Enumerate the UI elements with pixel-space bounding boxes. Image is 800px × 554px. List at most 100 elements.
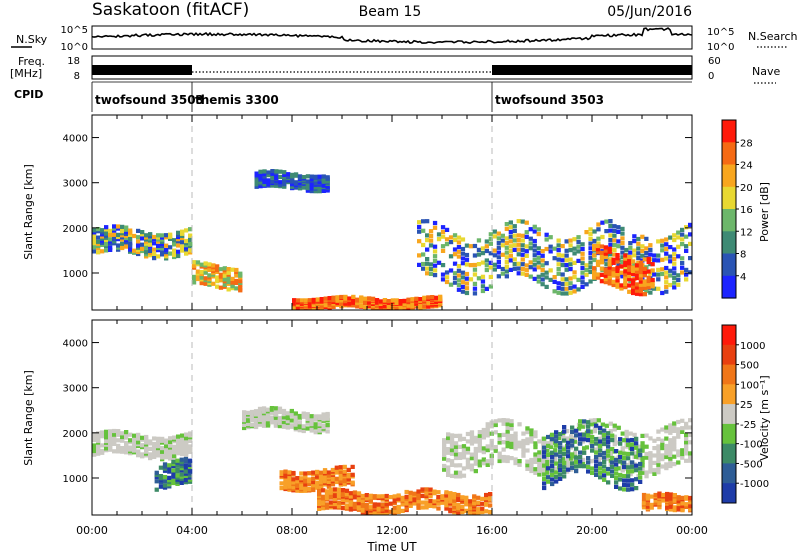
data-cell (653, 492, 658, 498)
data-cell (680, 429, 685, 434)
data-cell (481, 457, 486, 462)
data-cell (676, 449, 681, 454)
data-cell (215, 284, 220, 289)
data-cell (668, 245, 673, 250)
data-cell (100, 236, 105, 241)
data-cell (484, 267, 489, 273)
data-cell (398, 299, 403, 304)
data-cell (564, 267, 569, 272)
data-cell (360, 508, 365, 513)
data-cell (334, 465, 339, 470)
data-cell (554, 461, 559, 466)
data-cell (465, 450, 471, 455)
data-cell (497, 433, 502, 438)
data-cell (319, 299, 324, 304)
data-cell (321, 188, 326, 193)
data-cell (489, 424, 494, 429)
nsky-tick-bottom: 10^0 (61, 42, 88, 53)
data-cell (317, 414, 322, 419)
data-cell (144, 434, 149, 440)
data-cell (418, 305, 423, 310)
data-cell (594, 437, 599, 442)
data-cell (556, 262, 561, 267)
power-colorbar-label: Power [dB] (758, 182, 771, 242)
data-cell (672, 428, 677, 433)
data-cell (604, 229, 609, 234)
data-cell (279, 486, 284, 491)
data-cell (594, 441, 599, 446)
data-cell (164, 447, 169, 452)
data-cell (321, 183, 326, 188)
data-cell (644, 444, 649, 449)
data-cell (680, 451, 685, 457)
data-cell (311, 480, 316, 485)
data-cell (488, 241, 493, 246)
data-cell (676, 495, 681, 500)
data-cell (266, 170, 271, 175)
freq-tick-top: 18 (67, 56, 80, 67)
data-cell (544, 237, 549, 242)
data-cell (493, 430, 498, 435)
data-cell (664, 289, 669, 294)
data-cell (620, 468, 625, 473)
data-cell (318, 470, 324, 475)
data-cell (218, 272, 224, 277)
data-cell (536, 246, 541, 251)
data-cell (606, 431, 611, 436)
data-cell (656, 470, 661, 475)
data-cell (668, 496, 674, 501)
data-cell (650, 277, 655, 283)
data-cell (432, 504, 437, 509)
data-cell (638, 466, 643, 471)
data-cell (517, 459, 522, 464)
data-cell (167, 475, 172, 480)
data-cell (580, 261, 585, 266)
data-cell (285, 411, 290, 416)
data-cell (303, 471, 308, 476)
data-cell (340, 491, 346, 496)
data-cell (520, 262, 525, 267)
data-cell (533, 459, 538, 464)
data-cell (548, 268, 553, 273)
data-cell (100, 430, 105, 435)
data-cell (592, 257, 597, 263)
data-cell (552, 279, 557, 284)
data-cell (305, 174, 311, 179)
data-cell (428, 498, 433, 504)
data-cell (176, 449, 181, 454)
data-cell (363, 296, 368, 301)
data-cell (473, 469, 478, 474)
nsearch-label: N.Search (748, 30, 798, 43)
data-cell (634, 266, 640, 271)
data-cell (634, 441, 639, 446)
data-cell (404, 506, 409, 511)
data-cell (301, 175, 307, 180)
data-cell (368, 493, 373, 498)
data-cell (586, 460, 591, 465)
data-cell (566, 449, 571, 454)
data-cell (610, 446, 615, 452)
data-cell (632, 432, 637, 437)
data-cell (167, 469, 172, 474)
data-cell (317, 422, 322, 427)
data-cell (672, 462, 677, 467)
data-cell (442, 467, 447, 472)
data-cell (512, 238, 517, 243)
data-cell (500, 243, 505, 248)
data-cell (282, 175, 287, 180)
data-cell (509, 456, 514, 461)
data-cell (335, 295, 340, 300)
data-cell (299, 476, 304, 481)
data-cell (144, 447, 149, 452)
data-cell (351, 299, 356, 304)
data-cell (124, 430, 129, 435)
data-cell (104, 231, 109, 236)
colorbar-swatch (722, 231, 736, 255)
data-cell (640, 253, 645, 258)
data-cell (242, 413, 247, 418)
data-cell (644, 251, 649, 256)
data-cell (184, 243, 189, 248)
data-cell (374, 300, 380, 305)
data-cell (363, 305, 368, 310)
data-cell (477, 437, 482, 442)
